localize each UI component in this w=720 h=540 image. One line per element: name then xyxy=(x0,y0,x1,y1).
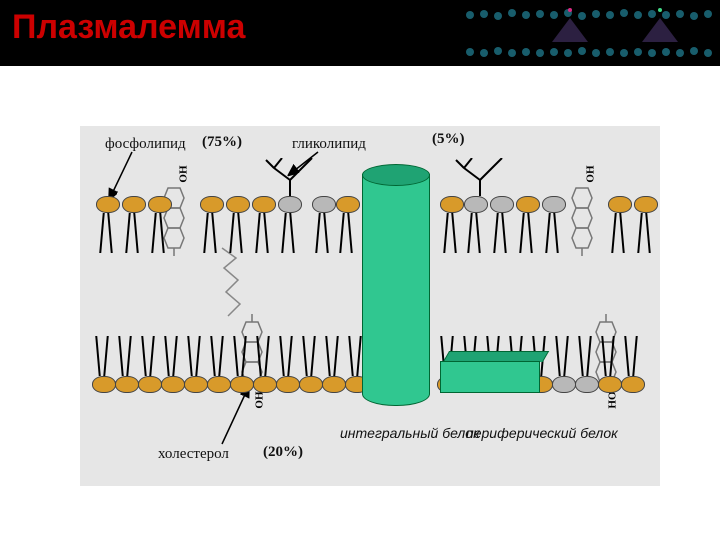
label-chol: холестерол xyxy=(158,446,229,463)
label-pct20: (20%) xyxy=(263,444,303,461)
label-peripheral: периферический белок xyxy=(466,426,596,441)
label-glycolipid: гликолипид xyxy=(292,136,366,153)
zigzag xyxy=(218,246,250,326)
label-oh1: ОН xyxy=(178,165,190,182)
glyco-tree-1 xyxy=(260,158,320,198)
diagram-area: фосфолипид (75%) гликолипид (5%) холесте… xyxy=(0,66,720,540)
label-pct75: (75%) xyxy=(202,134,242,151)
label-integral: интегральный белок xyxy=(340,426,450,441)
chol-top-2 xyxy=(568,184,598,256)
label-phospholipid: фосфолипид xyxy=(105,136,186,153)
glyco-tree-2 xyxy=(450,158,510,198)
page-title: Плазмалемма xyxy=(12,8,245,47)
membrane-decor xyxy=(460,0,720,66)
label-ho2: НО xyxy=(607,391,619,408)
label-pct5: (5%) xyxy=(432,131,465,148)
label-ho1: ОН xyxy=(254,391,266,408)
header: Плазмалемма xyxy=(0,0,720,66)
label-oh2: ОН xyxy=(585,165,597,182)
